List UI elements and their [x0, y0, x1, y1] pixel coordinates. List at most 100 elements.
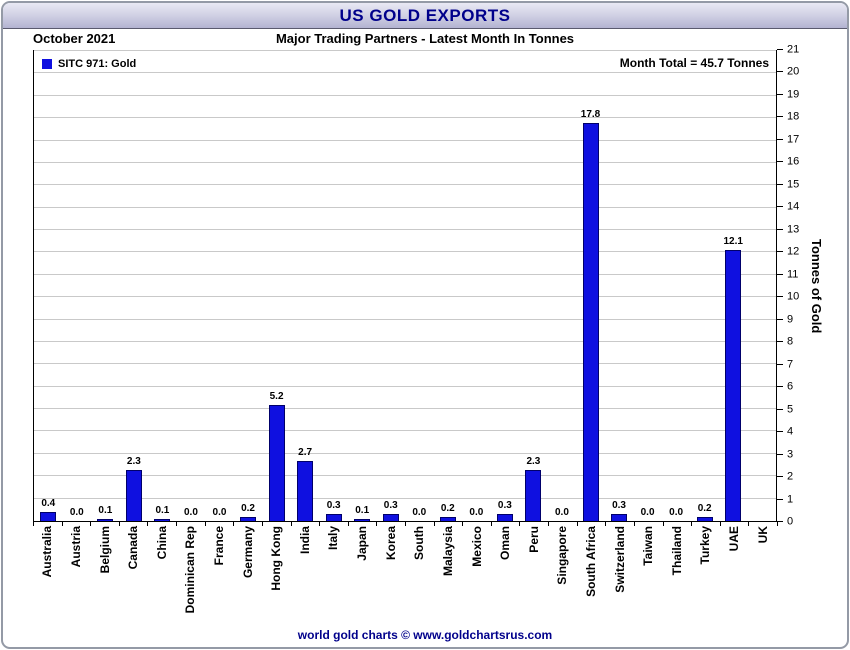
- x-axis-label: France: [212, 526, 226, 570]
- x-tick: [633, 522, 635, 526]
- gridline: [34, 385, 776, 387]
- bar-value-label: 0.0: [184, 507, 198, 518]
- x-tick: [261, 522, 263, 526]
- bar: [268, 404, 285, 521]
- y-tick: [777, 49, 783, 50]
- gridline: [34, 184, 776, 186]
- bar-value-label: 2.3: [526, 455, 541, 467]
- bar-value-label: 0.0: [640, 507, 655, 518]
- x-axis-label: Turkey: [698, 526, 712, 569]
- y-tick: [777, 431, 783, 433]
- gridline: [34, 340, 776, 342]
- gridline: [34, 50, 776, 51]
- y-tick-label: 5: [787, 403, 794, 416]
- x-axis-label-text: Peru: [526, 526, 541, 553]
- gridline: [34, 497, 776, 499]
- bar: [611, 514, 628, 521]
- x-tick: [90, 522, 92, 526]
- y-tick: [777, 476, 783, 478]
- x-axis-label-text: China: [154, 526, 169, 560]
- footer-text: world gold charts © www.goldchartsrus.co…: [297, 628, 553, 642]
- gridline: [34, 363, 776, 365]
- bar-value-label: 0.0: [555, 507, 569, 518]
- bar-value-label: 0.1: [98, 504, 113, 516]
- x-axis-label-text: Thailand: [669, 526, 684, 576]
- x-axis-label-text: Singapore: [555, 526, 570, 585]
- x-axis-label: Malaysia: [441, 526, 455, 581]
- x-tick: [719, 522, 721, 526]
- gridline: [34, 475, 776, 477]
- y-tick-label: 16: [787, 155, 800, 168]
- x-axis-label: Italy: [326, 526, 340, 555]
- gridline: [34, 161, 776, 163]
- y-tick: [777, 363, 783, 365]
- y-tick-label: 6: [787, 380, 794, 393]
- x-tick: [548, 522, 550, 526]
- y-tick: [777, 228, 783, 230]
- x-axis-label-text: Korea: [383, 526, 398, 561]
- x-axis-label-text: Oman: [498, 526, 513, 561]
- bar-value-label: 0.1: [355, 504, 370, 516]
- x-axis-label-text: Belgium: [97, 526, 112, 574]
- bar: [382, 514, 399, 521]
- y-tick-label: 11: [787, 268, 799, 281]
- bar: [696, 516, 713, 521]
- y-tick-label: 1: [787, 493, 794, 506]
- y-tick-label: 20: [787, 65, 800, 78]
- legend-swatch-icon: [42, 59, 52, 69]
- gridline: [34, 318, 776, 320]
- y-tick-label: 12: [787, 245, 800, 258]
- month-total: Month Total = 45.7 Tonnes: [619, 56, 769, 70]
- x-axis-label-text: Germany: [240, 526, 255, 579]
- x-axis-label: Japan: [355, 526, 369, 566]
- y-axis-title: Tonnes of Gold: [809, 238, 824, 334]
- y-tick-label: 15: [787, 178, 800, 191]
- x-axis-label-text: Mexico: [469, 526, 484, 567]
- gridline: [34, 273, 776, 275]
- y-tick-label: 17: [787, 133, 800, 146]
- x-tick: [33, 522, 34, 526]
- bar: [325, 514, 342, 521]
- gridline: [34, 139, 776, 141]
- x-axis-label-text: Japan: [355, 526, 370, 561]
- bar-value-label: 0.3: [383, 500, 398, 512]
- x-tick: [519, 522, 521, 526]
- bar-value-label: 12.1: [723, 236, 743, 248]
- footer: world gold charts © www.goldchartsrus.co…: [3, 628, 847, 644]
- bar: [496, 514, 513, 521]
- x-axis-label: Belgium: [98, 526, 112, 578]
- plot-area: SITC 971: Gold Month Total = 45.7 Tonnes…: [33, 50, 777, 522]
- bar-value-label: 0.0: [412, 507, 427, 518]
- x-tick: [233, 522, 235, 526]
- bar-value-label: 0.0: [669, 507, 684, 518]
- bar-value-label: 0.2: [697, 502, 712, 514]
- x-axis-label: Mexico: [470, 526, 484, 572]
- y-tick: [777, 116, 783, 118]
- x-axis-label: Thailand: [670, 526, 684, 580]
- y-tick-label: 10: [787, 290, 800, 303]
- x-tick: [290, 522, 292, 526]
- y-tick: [777, 206, 783, 208]
- x-axis-label-text: Italy: [326, 526, 341, 551]
- y-tick-label: 2: [787, 470, 794, 483]
- y-tick-label: 9: [787, 313, 794, 326]
- bar: [40, 512, 57, 521]
- x-axis-label-text: South: [412, 526, 427, 560]
- x-axis-label: Hong Kong: [269, 526, 283, 596]
- x-tick: [433, 522, 435, 526]
- gridline: [34, 251, 776, 253]
- x-axis-label-text: Dominican Rep: [183, 526, 198, 614]
- bar-value-label: 2.3: [126, 455, 141, 467]
- bar-value-label: 0.1: [155, 504, 170, 516]
- x-axis-label-text: Austria: [68, 526, 83, 568]
- x-axis-label: Peru: [527, 526, 541, 558]
- bar: [354, 518, 371, 521]
- x-axis-label-text: Hong Kong: [269, 526, 284, 591]
- y-tick: [777, 453, 783, 455]
- x-axis-label-text: Taiwan: [641, 526, 656, 566]
- x-axis-label: Taiwan: [641, 526, 655, 571]
- title-bar: US GOLD EXPORTS: [3, 3, 847, 29]
- y-tick-label: 18: [787, 110, 800, 123]
- y-tick: [777, 71, 783, 73]
- x-axis-label: South: [412, 526, 426, 565]
